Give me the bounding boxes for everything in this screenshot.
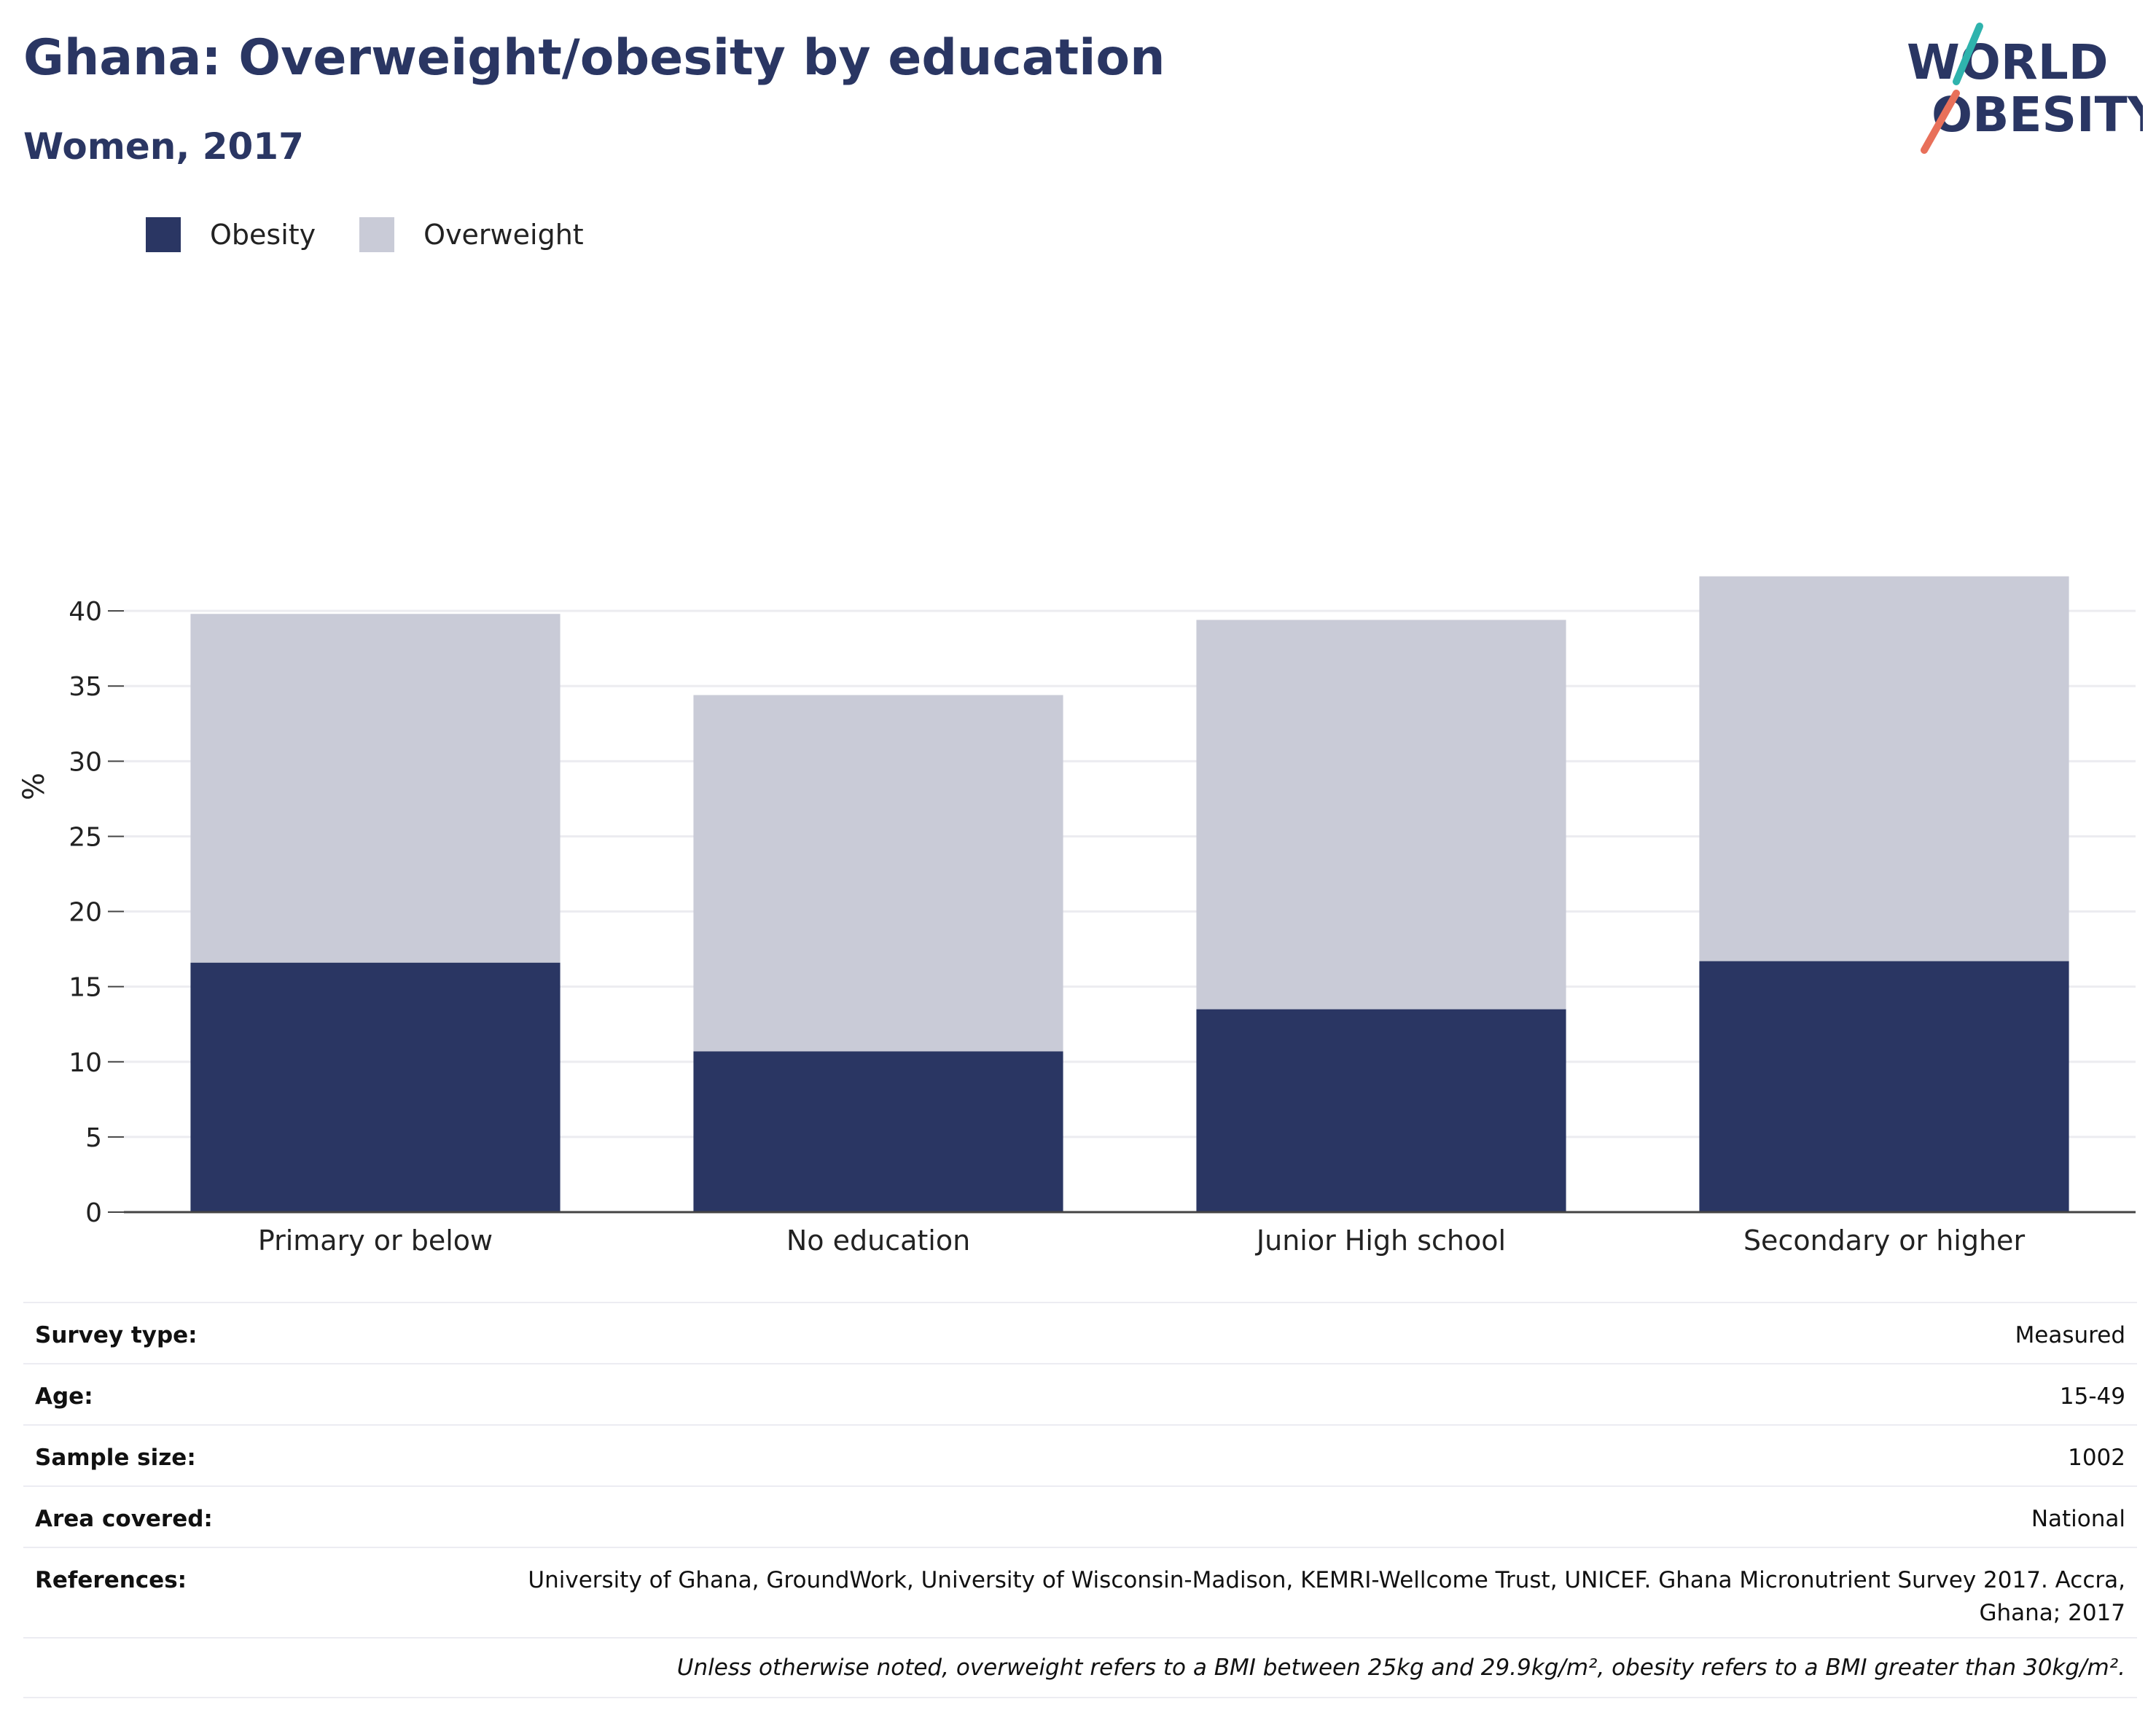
info-value: National (2031, 1506, 2125, 1532)
info-row-area-covered: Area covered: National (23, 1485, 2137, 1547)
info-label: Sample size: (35, 1445, 196, 1471)
info-row-sample-size: Sample size: 1002 (23, 1424, 2137, 1485)
info-label: Area covered: (35, 1506, 213, 1532)
legend-swatch-overweight (359, 217, 395, 252)
y-tick-label: 40 (69, 597, 102, 627)
bar-obesity-0[interactable] (190, 962, 561, 1212)
world-obesity-logo: WORLD OBESITY (1907, 23, 2143, 154)
info-value: Measured (2015, 1322, 2125, 1348)
svg-text:WORLD: WORLD (1907, 34, 2109, 90)
info-row-survey-type: Survey type: Measured (23, 1302, 2137, 1363)
y-axis-label: % (17, 773, 51, 800)
info-row-references: References: University of Ghana, GroundW… (23, 1547, 2137, 1637)
y-tick-label: 10 (69, 1048, 102, 1078)
x-tick-label: Primary or below (258, 1225, 493, 1257)
y-tick-label: 20 (69, 898, 102, 928)
definition-note: Unless otherwise noted, overweight refer… (23, 1637, 2137, 1698)
x-tick-label: Secondary or higher (1743, 1225, 2026, 1257)
info-label: Survey type: (35, 1322, 198, 1348)
bar-overweight-0[interactable] (190, 614, 561, 963)
legend-item-overweight[interactable]: Overweight (359, 217, 584, 252)
y-tick-label: 15 (69, 973, 102, 1003)
chart-title: Ghana: Overweight/obesity by education (23, 29, 1165, 87)
bar-overweight-1[interactable] (693, 695, 1063, 1052)
stacked-bar-chart: 0 5 10 15 20 25 30 35 40% Primary or below No educ… (17, 576, 2136, 1257)
survey-info-table: Survey type: Measured Age: 15-49 Sample … (23, 1302, 2137, 1698)
info-label: Age: (35, 1383, 93, 1410)
chart-subtitle: Women, 2017 (23, 125, 304, 168)
info-label: References: (35, 1567, 187, 1593)
y-tick-label: 25 (69, 822, 102, 852)
info-value: 1002 (2068, 1445, 2125, 1471)
info-row-age: Age: 15-49 (23, 1363, 2137, 1424)
bar-obesity-3[interactable] (1699, 961, 2069, 1212)
bar-obesity-1[interactable] (693, 1051, 1063, 1212)
svg-text:OBESITY: OBESITY (1932, 87, 2143, 143)
y-tick-label: 0 (85, 1198, 102, 1228)
bar-overweight-3[interactable] (1699, 576, 2069, 961)
y-tick-label: 35 (69, 672, 102, 702)
legend-item-obesity[interactable]: Obesity (146, 217, 316, 252)
legend-label-obesity: Obesity (210, 219, 316, 251)
legend-label-overweight: Overweight (423, 219, 584, 251)
y-tick-label: 30 (69, 747, 102, 777)
x-tick-label: Junior High school (1255, 1225, 1506, 1257)
bar-overweight-2[interactable] (1196, 620, 1566, 1009)
y-tick-label: 5 (85, 1123, 102, 1153)
info-value: 15-49 (2059, 1383, 2125, 1410)
definition-note-text: Unless otherwise noted, overweight refer… (676, 1655, 2125, 1681)
x-tick-label: No education (786, 1225, 970, 1257)
info-value: University of Ghana, GroundWork, Univers… (528, 1567, 2125, 1626)
legend: Obesity Overweight (146, 217, 628, 252)
legend-swatch-obesity (146, 217, 181, 252)
bar-obesity-2[interactable] (1196, 1009, 1566, 1212)
